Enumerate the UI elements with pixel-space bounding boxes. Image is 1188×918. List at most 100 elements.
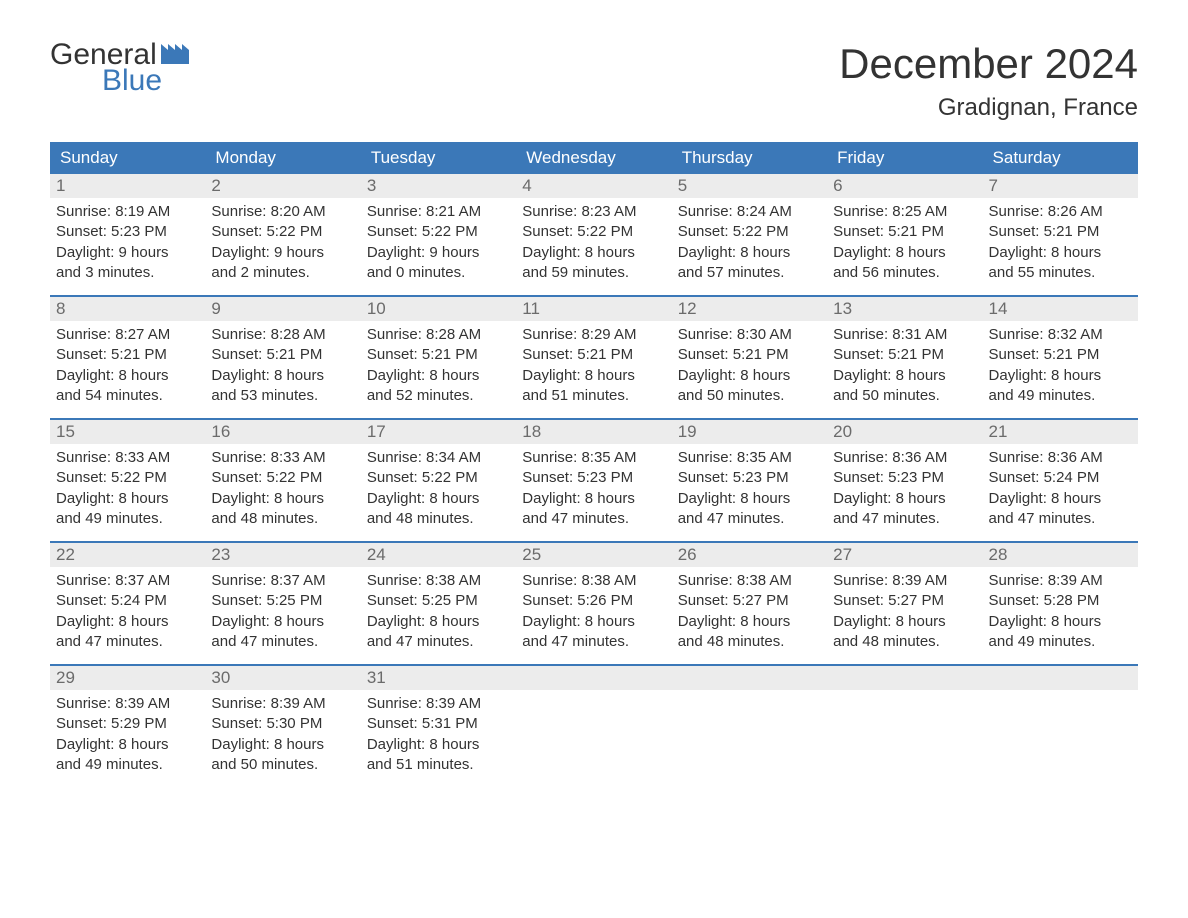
day-day2: and 59 minutes. (522, 263, 665, 283)
weekday-header-row: Sunday Monday Tuesday Wednesday Thursday… (50, 142, 1138, 174)
day-body: Sunrise: 8:30 AMSunset: 5:21 PMDaylight:… (672, 321, 827, 418)
day-day1: Daylight: 8 hours (678, 489, 821, 509)
day-day1: Daylight: 8 hours (211, 366, 354, 386)
day-body: Sunrise: 8:35 AMSunset: 5:23 PMDaylight:… (672, 444, 827, 541)
day-day1: Daylight: 8 hours (833, 243, 976, 263)
day-cell: 18Sunrise: 8:35 AMSunset: 5:23 PMDayligh… (516, 420, 671, 541)
weekday-header: Thursday (672, 142, 827, 174)
weekday-header: Tuesday (361, 142, 516, 174)
location-label: Gradignan, France (839, 94, 1138, 122)
day-sunset: Sunset: 5:22 PM (522, 222, 665, 242)
day-day2: and 49 minutes. (989, 386, 1132, 406)
day-day1: Daylight: 9 hours (56, 243, 199, 263)
day-body: Sunrise: 8:23 AMSunset: 5:22 PMDaylight:… (516, 198, 671, 295)
day-day2: and 54 minutes. (56, 386, 199, 406)
day-day1: Daylight: 8 hours (678, 612, 821, 632)
flag-icon (161, 44, 189, 68)
day-sunrise: Sunrise: 8:29 AM (522, 325, 665, 345)
day-sunset: Sunset: 5:30 PM (211, 714, 354, 734)
day-sunset: Sunset: 5:29 PM (56, 714, 199, 734)
day-sunrise: Sunrise: 8:39 AM (989, 571, 1132, 591)
week-row: 15Sunrise: 8:33 AMSunset: 5:22 PMDayligh… (50, 418, 1138, 541)
day-cell: 12Sunrise: 8:30 AMSunset: 5:21 PMDayligh… (672, 297, 827, 418)
day-sunset: Sunset: 5:21 PM (56, 345, 199, 365)
day-day1: Daylight: 8 hours (833, 612, 976, 632)
day-number: 8 (50, 297, 205, 321)
day-sunrise: Sunrise: 8:32 AM (989, 325, 1132, 345)
day-number: 26 (672, 543, 827, 567)
day-cell: 2Sunrise: 8:20 AMSunset: 5:22 PMDaylight… (205, 174, 360, 295)
day-day1: Daylight: 8 hours (833, 489, 976, 509)
day-cell: 10Sunrise: 8:28 AMSunset: 5:21 PMDayligh… (361, 297, 516, 418)
day-body: Sunrise: 8:37 AMSunset: 5:24 PMDaylight:… (50, 567, 205, 664)
day-cell: 15Sunrise: 8:33 AMSunset: 5:22 PMDayligh… (50, 420, 205, 541)
day-cell: 1Sunrise: 8:19 AMSunset: 5:23 PMDaylight… (50, 174, 205, 295)
day-body: Sunrise: 8:36 AMSunset: 5:24 PMDaylight:… (983, 444, 1138, 541)
day-day2: and 57 minutes. (678, 263, 821, 283)
day-cell (672, 666, 827, 787)
day-cell: 4Sunrise: 8:23 AMSunset: 5:22 PMDaylight… (516, 174, 671, 295)
day-body: Sunrise: 8:25 AMSunset: 5:21 PMDaylight:… (827, 198, 982, 295)
logo: General Blue (50, 40, 189, 96)
day-body: Sunrise: 8:38 AMSunset: 5:27 PMDaylight:… (672, 567, 827, 664)
day-day2: and 49 minutes. (56, 755, 199, 775)
day-sunrise: Sunrise: 8:39 AM (56, 694, 199, 714)
day-sunset: Sunset: 5:24 PM (56, 591, 199, 611)
day-day2: and 2 minutes. (211, 263, 354, 283)
day-day2: and 51 minutes. (522, 386, 665, 406)
day-body: Sunrise: 8:28 AMSunset: 5:21 PMDaylight:… (361, 321, 516, 418)
day-day1: Daylight: 8 hours (56, 489, 199, 509)
day-number: 13 (827, 297, 982, 321)
day-number: 27 (827, 543, 982, 567)
day-cell: 22Sunrise: 8:37 AMSunset: 5:24 PMDayligh… (50, 543, 205, 664)
day-cell: 28Sunrise: 8:39 AMSunset: 5:28 PMDayligh… (983, 543, 1138, 664)
weekday-header: Sunday (50, 142, 205, 174)
day-day2: and 49 minutes. (989, 632, 1132, 652)
day-body: Sunrise: 8:20 AMSunset: 5:22 PMDaylight:… (205, 198, 360, 295)
day-sunset: Sunset: 5:22 PM (678, 222, 821, 242)
day-sunset: Sunset: 5:22 PM (367, 222, 510, 242)
day-sunrise: Sunrise: 8:37 AM (211, 571, 354, 591)
day-body: Sunrise: 8:39 AMSunset: 5:31 PMDaylight:… (361, 690, 516, 787)
day-sunrise: Sunrise: 8:27 AM (56, 325, 199, 345)
day-day2: and 47 minutes. (367, 632, 510, 652)
day-sunset: Sunset: 5:22 PM (56, 468, 199, 488)
day-number: 14 (983, 297, 1138, 321)
day-sunset: Sunset: 5:21 PM (833, 345, 976, 365)
day-cell: 17Sunrise: 8:34 AMSunset: 5:22 PMDayligh… (361, 420, 516, 541)
day-number: 12 (672, 297, 827, 321)
weekday-header: Friday (827, 142, 982, 174)
day-day2: and 48 minutes. (367, 509, 510, 529)
day-sunset: Sunset: 5:21 PM (367, 345, 510, 365)
day-cell: 20Sunrise: 8:36 AMSunset: 5:23 PMDayligh… (827, 420, 982, 541)
day-cell: 29Sunrise: 8:39 AMSunset: 5:29 PMDayligh… (50, 666, 205, 787)
day-sunrise: Sunrise: 8:35 AM (678, 448, 821, 468)
day-sunrise: Sunrise: 8:37 AM (56, 571, 199, 591)
day-cell: 11Sunrise: 8:29 AMSunset: 5:21 PMDayligh… (516, 297, 671, 418)
day-day2: and 49 minutes. (56, 509, 199, 529)
day-sunset: Sunset: 5:22 PM (211, 222, 354, 242)
day-sunrise: Sunrise: 8:39 AM (211, 694, 354, 714)
day-day1: Daylight: 8 hours (367, 366, 510, 386)
day-sunrise: Sunrise: 8:38 AM (522, 571, 665, 591)
day-day1: Daylight: 8 hours (367, 735, 510, 755)
day-number: 7 (983, 174, 1138, 198)
day-body: Sunrise: 8:36 AMSunset: 5:23 PMDaylight:… (827, 444, 982, 541)
day-body: Sunrise: 8:39 AMSunset: 5:28 PMDaylight:… (983, 567, 1138, 664)
day-body: Sunrise: 8:27 AMSunset: 5:21 PMDaylight:… (50, 321, 205, 418)
day-sunset: Sunset: 5:22 PM (367, 468, 510, 488)
day-cell: 5Sunrise: 8:24 AMSunset: 5:22 PMDaylight… (672, 174, 827, 295)
day-number: 24 (361, 543, 516, 567)
day-sunset: Sunset: 5:22 PM (211, 468, 354, 488)
day-sunset: Sunset: 5:27 PM (833, 591, 976, 611)
day-day1: Daylight: 8 hours (989, 612, 1132, 632)
day-number: 10 (361, 297, 516, 321)
day-day2: and 48 minutes. (211, 509, 354, 529)
day-number: 11 (516, 297, 671, 321)
day-day2: and 55 minutes. (989, 263, 1132, 283)
day-number (827, 666, 982, 690)
day-sunrise: Sunrise: 8:30 AM (678, 325, 821, 345)
day-sunset: Sunset: 5:21 PM (211, 345, 354, 365)
day-cell (516, 666, 671, 787)
day-day2: and 53 minutes. (211, 386, 354, 406)
